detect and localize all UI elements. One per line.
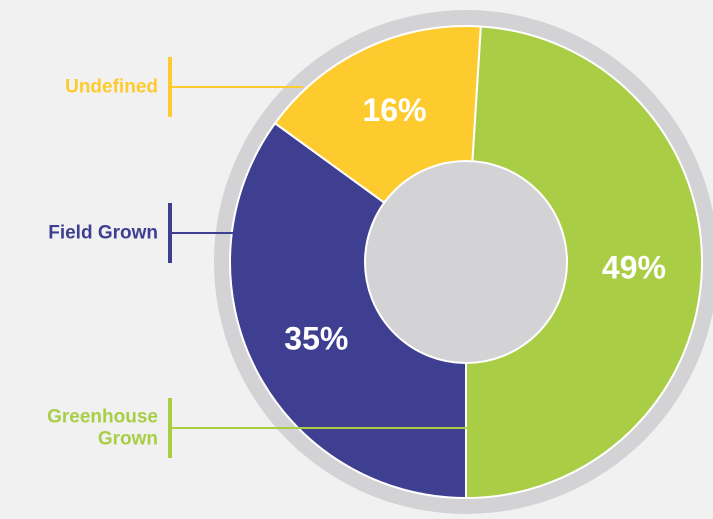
value-label-field-grown: 35%	[284, 320, 348, 356]
slice-greenhouse-grown	[465, 25, 703, 500]
value-label-greenhouse-grown: 49%	[602, 249, 666, 285]
legend-greenhouse-grown-label: Greenhouse Grown	[47, 407, 158, 450]
legend-undefined-label: Undefined	[65, 77, 158, 98]
legend-group: Undefined Field Grown Greenhouse Grown	[47, 57, 469, 458]
donut-hole	[364, 160, 568, 364]
slice-field-grown	[229, 121, 467, 500]
value-label-undefined: 16%	[362, 92, 426, 128]
legend-field-grown-label: Field Grown	[48, 223, 158, 244]
value-labels-group: 49% 35% 16%	[284, 92, 666, 356]
